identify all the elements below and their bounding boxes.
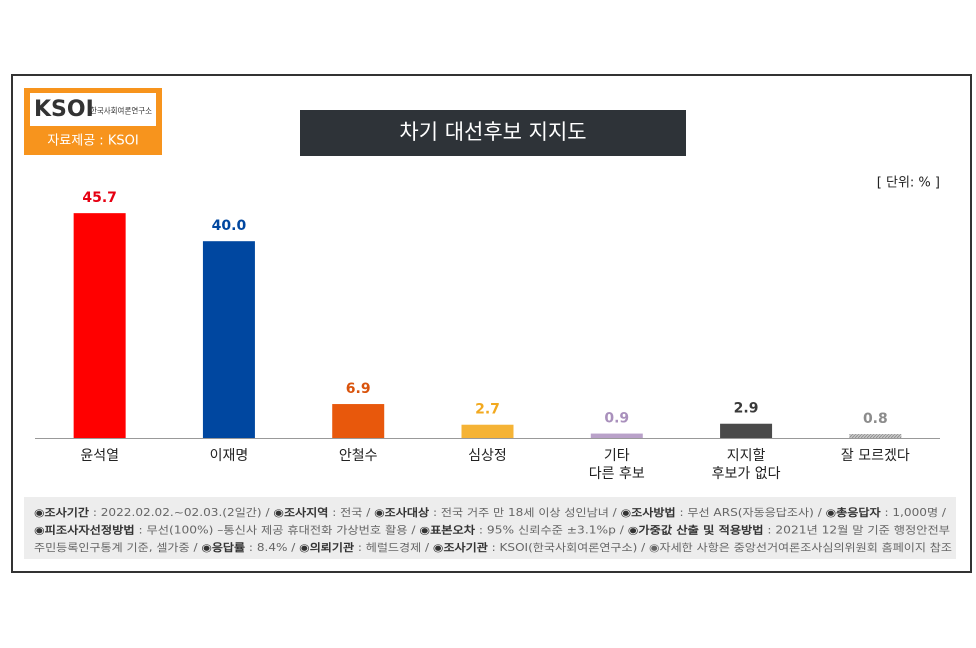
footnote-key: ◉표본오차 <box>419 524 475 537</box>
x-tick-label: 안철수 <box>339 448 378 464</box>
x-tick-label: 잘 모르겠다 <box>841 448 910 464</box>
footnote-text: : 전국 거주 만 18세 이상 성인남녀 / <box>429 507 620 519</box>
footnote-key: ◉조사기간 <box>34 506 89 519</box>
value-label: 2.9 <box>734 401 759 417</box>
footnote-key: ◉조사대상 <box>374 506 429 519</box>
footnote-text: : 전국 / <box>328 507 374 519</box>
bar <box>202 241 255 438</box>
footnote-text: 주민등록인구통계 기준, 셀가중 / <box>34 542 201 554</box>
x-tick-label: 지지할 <box>727 448 766 464</box>
footnote-text: : 1,000명 / <box>881 507 947 519</box>
x-tick-label: 후보가 없다 <box>712 466 781 482</box>
chart-title: 차기 대선후보 지지도 <box>399 120 586 144</box>
x-tick-label: 심상정 <box>468 448 507 464</box>
footnote-text: : 무선 ARS(자동응답조사) / <box>676 507 826 519</box>
footnote-text: : 무선(100%) –통신사 제공 휴대전화 가상번호 활용 / <box>135 524 420 537</box>
bar <box>73 213 126 438</box>
footnote-text: : 95% 신뢰수준 ±3.1%p / <box>475 525 628 537</box>
x-tick-label: 다른 후보 <box>589 466 645 482</box>
x-tick-label: 이재명 <box>210 448 249 464</box>
bar <box>461 424 514 438</box>
footnote-line: ◉피조사자선정방법 : 무선(100%) –통신사 제공 휴대전화 가상번호 활… <box>34 524 950 537</box>
footnote-box <box>24 497 956 559</box>
title-box <box>300 110 686 156</box>
logo-source: 자료제공 : KSOI <box>47 134 138 149</box>
value-label: 45.7 <box>82 190 117 206</box>
footnote-key: ◉조사기관 <box>433 541 488 554</box>
bar <box>590 433 643 438</box>
bar <box>332 404 385 438</box>
logo-mark: KSOI <box>34 97 94 122</box>
logo-inner <box>30 93 156 126</box>
footnote: ◉조사기간 : 2022.02.02.~02.03.(2일간) / ◉조사지역 … <box>34 506 952 554</box>
footnote-key: ◉가중값 산출 및 적용방법 <box>628 524 764 537</box>
footnote-line: 주민등록인구통계 기준, 셀가중 / ◉응답률 : 8.4% / ◉의뢰기관 :… <box>34 541 952 554</box>
footnote-line: ◉조사기간 : 2022.02.02.~02.03.(2일간) / ◉조사지역 … <box>34 506 947 519</box>
value-label: 2.7 <box>475 402 500 418</box>
footnote-text: : 2021년 12월 말 기준 행정안전부 <box>764 525 951 537</box>
value-label: 6.9 <box>346 381 371 397</box>
bar <box>849 434 902 438</box>
footnote-text: : 8.4% / <box>245 542 299 554</box>
footnote-text: : 헤럴드경제 / <box>354 541 433 554</box>
logo-org: 한국사회여론연구소 <box>90 106 152 116</box>
footnote-key: ◉피조사자선정방법 <box>34 524 135 537</box>
value-label: 0.9 <box>604 411 629 427</box>
footnote-key: ◉총응답자 <box>826 506 881 519</box>
value-label: 40.0 <box>212 218 247 234</box>
unit-label: [ 단위: % ] <box>877 176 940 191</box>
footnote-key: ◉조사방법 <box>621 506 676 519</box>
value-label: 0.8 <box>863 411 888 427</box>
footnote-key: ◉조사지역 <box>273 506 328 519</box>
bar <box>720 423 773 438</box>
x-tick-label: 윤석열 <box>80 448 119 464</box>
footnote-key: ◉의뢰기관 <box>299 541 354 554</box>
x-tick-label: 기타 <box>604 448 630 464</box>
frame <box>11 74 972 573</box>
footnote-key: ◉응답률 <box>201 542 245 554</box>
footnote-text: : 2022.02.02.~02.03.(2일간) / <box>89 506 273 519</box>
footnote-text: : KSOI(한국사회여론연구소) / ◉자세한 사항은 중앙선거여론조사심의위… <box>488 541 953 554</box>
